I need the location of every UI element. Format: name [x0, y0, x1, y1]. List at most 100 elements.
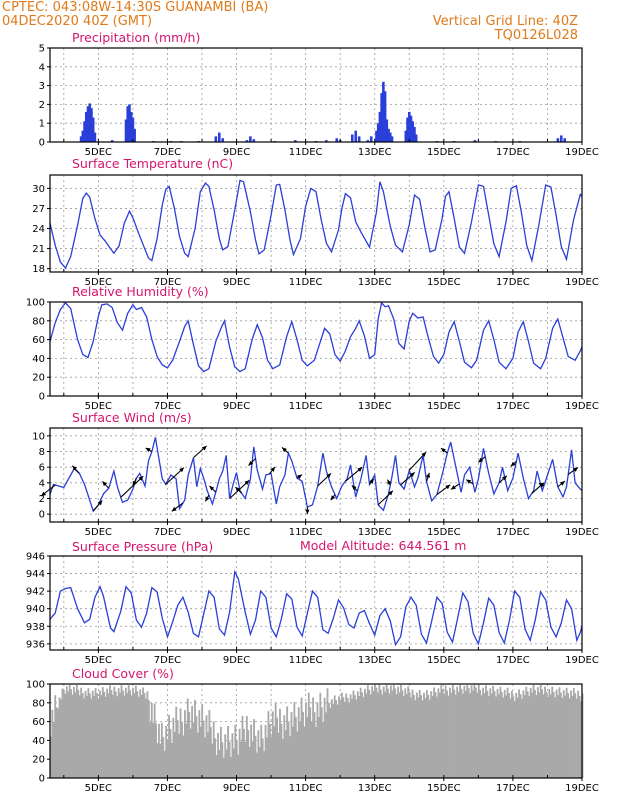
cloud-bar [133, 693, 136, 778]
cloud-bar [441, 689, 444, 778]
cloud-bar [54, 695, 57, 778]
panels: 0 1 2 3 4 5 5DEC 7DEC 9DEC 11DEC 13DEC 15DEC 17DEC 19… [26, 30, 599, 794]
precip-bar [411, 121, 415, 142]
cloud-bar [578, 696, 581, 778]
cloud-bar [253, 719, 255, 778]
cloud-bar [140, 694, 143, 778]
cloud-bar [247, 730, 250, 778]
wind-line [49, 437, 583, 513]
cloud-bar [505, 695, 508, 778]
cloud-bar [474, 687, 477, 778]
x-tick-label: 11DEC [289, 147, 323, 158]
cloud-bar [459, 684, 461, 778]
cloud-bar [542, 694, 545, 778]
cloud-bar [238, 728, 241, 778]
y-tick-label: 21 [32, 244, 45, 255]
precip-bar [559, 135, 563, 142]
header-date: 04DEC2020 40Z (GMT) [2, 14, 152, 29]
cloud-bar [567, 693, 569, 778]
precip-bar [406, 117, 409, 142]
cloud-bar [74, 692, 77, 778]
pressure-series [49, 569, 583, 647]
cloud-bar [260, 724, 263, 778]
cloud-bar [304, 702, 307, 778]
cloud-bar [303, 726, 306, 778]
cloud-bar [175, 706, 178, 778]
y-tick-label: 4 [39, 62, 45, 73]
wind-arrow [145, 447, 153, 453]
cloud-bar [336, 704, 339, 778]
cloud-bar [62, 690, 65, 778]
cloud-bar [444, 685, 447, 778]
model-altitude: Model Altitude: 644.561 m [300, 538, 466, 553]
cloud-bar [103, 691, 106, 778]
cloud-bar [555, 689, 558, 778]
precip-bar [83, 121, 86, 142]
cloud-bar [204, 737, 206, 778]
x-tick-label: 7DEC [154, 147, 181, 158]
cloud-bar [428, 699, 431, 778]
y-tick-label: 0 [39, 774, 45, 785]
cloud-bar [490, 693, 493, 778]
cloud-bar [306, 716, 309, 778]
x-tick-label: 7DEC [154, 401, 181, 412]
precip-bar [214, 136, 218, 142]
cloud-bar [450, 692, 453, 778]
cloud-bar [237, 754, 240, 778]
cloud-bar [498, 694, 500, 778]
cloud-bar [182, 735, 185, 778]
cloud-bar [225, 749, 228, 778]
cloud-bar [404, 688, 407, 778]
cloud-bar [293, 702, 296, 778]
cloud-bar [571, 695, 574, 778]
cloud-bar [381, 694, 384, 778]
x-tick-label: 5DEC [85, 401, 112, 412]
cloud-bar [495, 696, 497, 778]
y-tick-label: 10 [32, 431, 45, 442]
header: CPTEC: 043:08W-14:30S GUANAMBI (BA) 04DE… [2, 0, 578, 43]
y-tick-label: 100 [26, 680, 45, 691]
cloud-bar [113, 686, 116, 778]
cloud-bar [280, 723, 283, 778]
wind-arrow [400, 471, 416, 486]
cloud-bar [70, 689, 73, 778]
cloud-bar [71, 694, 74, 778]
cloud-bar [224, 734, 227, 778]
cloud-bar [457, 691, 460, 778]
cloud-bar [352, 690, 355, 778]
cloud-bar [309, 707, 312, 778]
cloud-bar [245, 715, 248, 778]
wind-arrow [567, 467, 579, 475]
wind-arrow [102, 480, 110, 489]
y-tick-label: 100 [26, 298, 45, 309]
cloud-bar [443, 693, 446, 778]
cloud-bar [86, 695, 88, 778]
wind-x-axis: 5DEC 7DEC 9DEC 11DEC 13DEC 15DEC 17DEC 19DEC [63, 519, 599, 538]
humidity-y-axis: 0 20 40 60 80 100 [26, 298, 50, 403]
precip-bar [124, 119, 128, 142]
cloud-bar [87, 688, 90, 778]
wind-arrow [235, 486, 243, 494]
cloud-bar [127, 685, 130, 778]
cloud-bar [447, 695, 450, 778]
cloud-bar [277, 732, 280, 778]
precipitation-y-axis: 0 1 2 3 4 5 [39, 44, 50, 149]
precip-bar [90, 108, 93, 142]
cloud-bar [107, 693, 110, 778]
cloud-bar [100, 695, 103, 778]
cloud-bar [486, 690, 489, 778]
cloud-bar [264, 724, 267, 778]
cloud-bar [179, 708, 182, 778]
cloud-bar [120, 685, 123, 778]
precip-bar [131, 117, 135, 142]
cloud-bar [575, 698, 578, 778]
panel-temperature: 18 21 24 27 30 5DEC 7DEC 9DEC 11DEC 13DEC 15DEC 17D… [32, 156, 599, 288]
cloud-bar [211, 743, 214, 778]
x-tick-label: 11DEC [289, 277, 323, 288]
cloud-bar [176, 720, 179, 778]
wind-arrow [538, 482, 545, 488]
cloud-bar [485, 685, 487, 778]
cloud-bar [198, 710, 201, 778]
cloud-bar [392, 684, 395, 778]
cloud-bar [267, 711, 270, 778]
